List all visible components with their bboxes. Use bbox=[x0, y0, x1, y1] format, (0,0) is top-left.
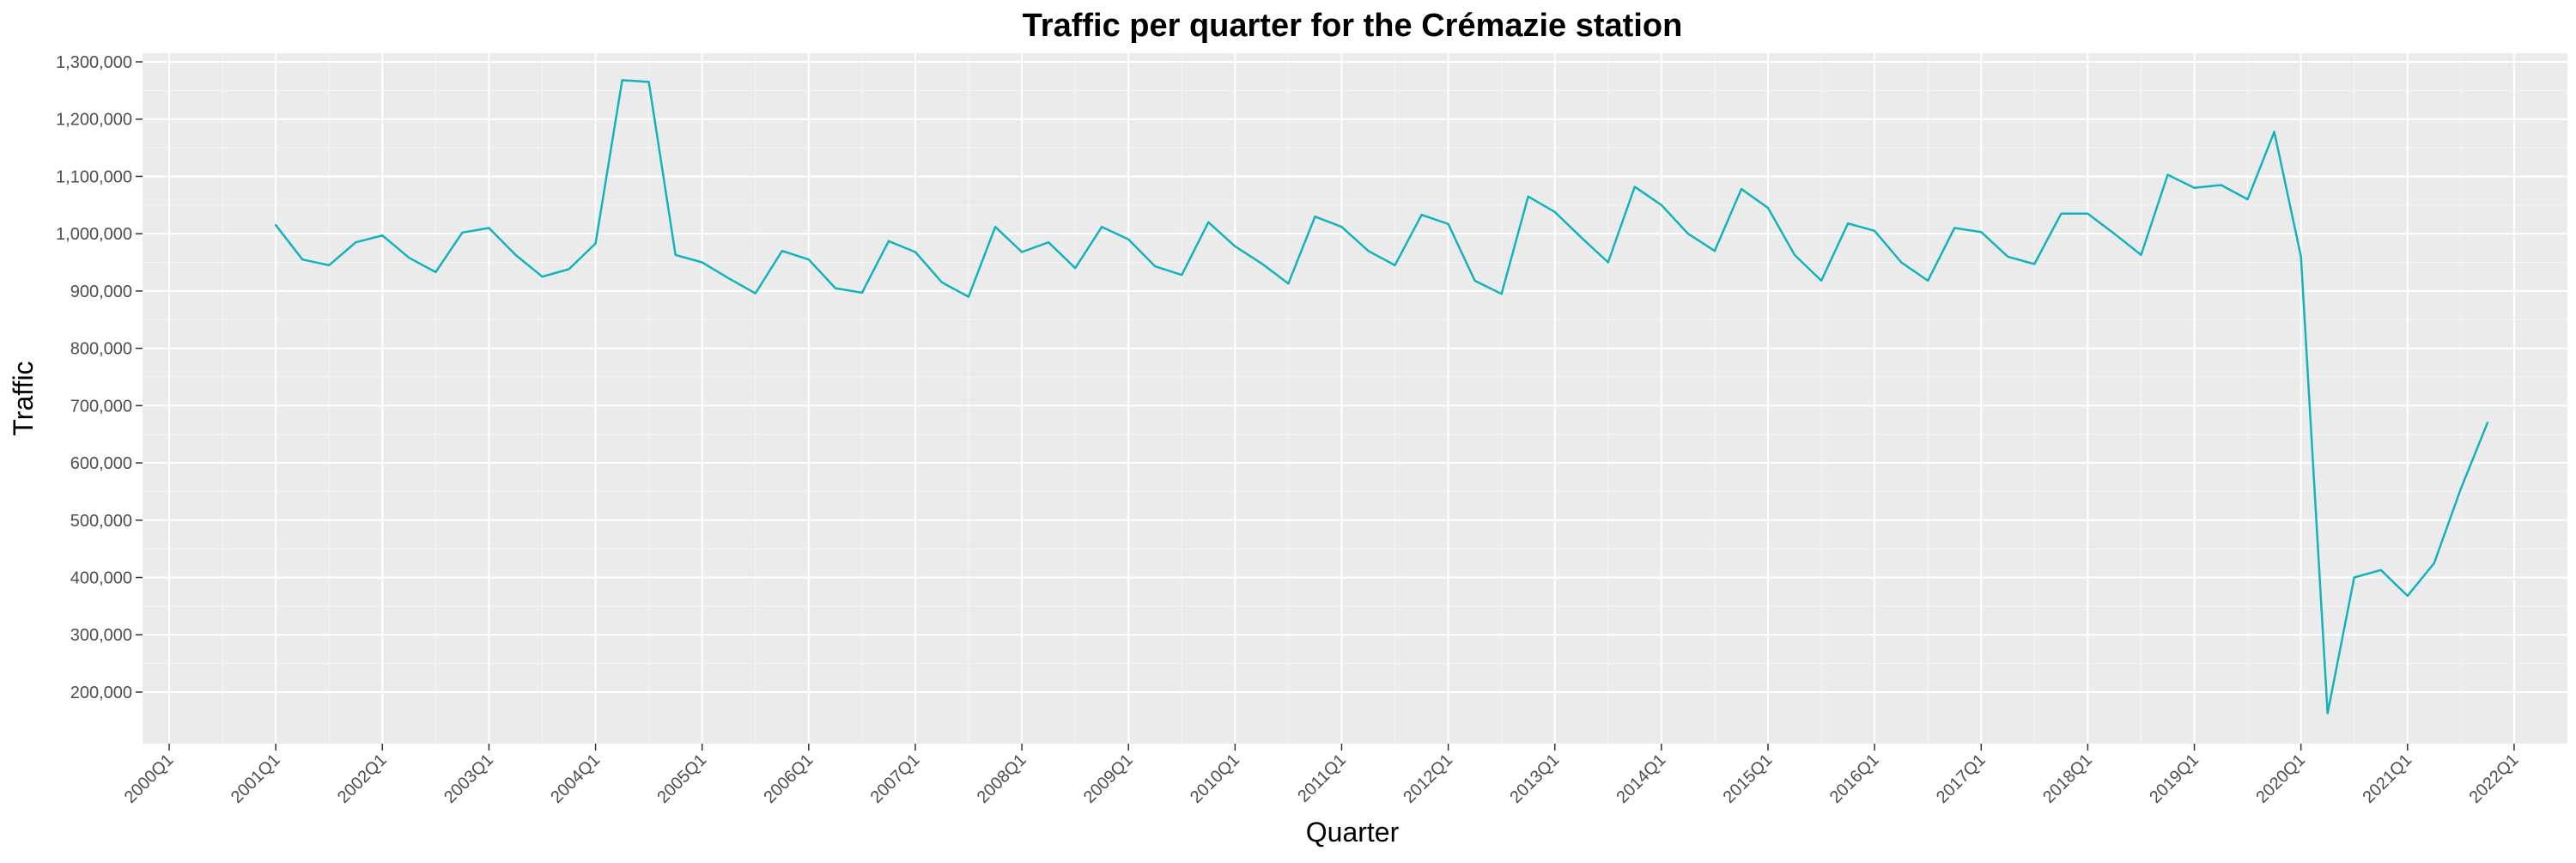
y-tick-label: 900,000 bbox=[70, 283, 132, 301]
x-tick-label: 2000Q1 bbox=[121, 751, 178, 807]
x-tick-label: 2001Q1 bbox=[228, 751, 284, 807]
traffic-series-line bbox=[274, 79, 2489, 714]
series-layer bbox=[274, 79, 2489, 714]
y-tick-label: 500,000 bbox=[70, 512, 132, 531]
y-tick-label: 800,000 bbox=[70, 340, 132, 359]
x-tick-label: 2022Q1 bbox=[2466, 751, 2523, 807]
x-tick-label: 2013Q1 bbox=[1506, 751, 1563, 807]
x-tick-label: 2020Q1 bbox=[2252, 751, 2309, 807]
x-tick-label: 2021Q1 bbox=[2359, 751, 2415, 807]
major-gridlines bbox=[143, 53, 2567, 744]
x-tick-label: 2019Q1 bbox=[2146, 751, 2202, 807]
x-tick-label: 2002Q1 bbox=[334, 751, 391, 807]
x-tick-label: 2007Q1 bbox=[867, 751, 924, 807]
y-tick-label: 1,300,000 bbox=[56, 53, 132, 72]
x-tick-label: 2004Q1 bbox=[547, 751, 604, 807]
x-tick-label: 2010Q1 bbox=[1187, 751, 1243, 807]
x-tick-label: 2003Q1 bbox=[440, 751, 497, 807]
x-tick-label: 2009Q1 bbox=[1080, 751, 1137, 807]
x-tick-label: 2006Q1 bbox=[760, 751, 817, 807]
x-tick-label: 2012Q1 bbox=[1400, 751, 1456, 807]
y-tick-label: 600,000 bbox=[70, 454, 132, 473]
x-tick-label: 2015Q1 bbox=[1720, 751, 1777, 807]
y-tick-label: 1,000,000 bbox=[56, 225, 132, 244]
y-tick-label: 400,000 bbox=[70, 569, 132, 588]
x-tick-label: 2011Q1 bbox=[1294, 751, 1350, 806]
y-tick-label: 1,200,000 bbox=[56, 111, 132, 130]
y-axis-title: Traffic bbox=[8, 361, 39, 435]
x-tick-label: 2014Q1 bbox=[1613, 751, 1670, 807]
y-tick-label: 1,100,000 bbox=[56, 167, 132, 186]
minor-gridlines bbox=[143, 53, 2567, 744]
y-tick-labels: 200,000 300,000 400,000 500,000 600,000 700,0… bbox=[56, 53, 132, 702]
x-axis-title: Quarter bbox=[1306, 817, 1400, 848]
y-tick-label: 700,000 bbox=[70, 397, 132, 416]
plot-panel bbox=[143, 53, 2567, 744]
x-tick-labels: 2000Q1 2001Q1 2002Q1 2003Q1 2004Q1 2005Q1 2006… bbox=[121, 751, 2523, 807]
chart-title: Traffic per quarter for the Crémazie sta… bbox=[1023, 8, 1683, 44]
y-tick-label: 200,000 bbox=[70, 684, 132, 702]
y-tick-label: 300,000 bbox=[70, 626, 132, 645]
x-tick-label: 2008Q1 bbox=[974, 751, 1030, 807]
x-tick-label: 2016Q1 bbox=[1826, 751, 1883, 807]
x-tick-label: 2018Q1 bbox=[2039, 751, 2096, 807]
x-tick-label: 2005Q1 bbox=[653, 751, 710, 807]
x-tick-label: 2017Q1 bbox=[1933, 751, 1990, 807]
axis-ticks bbox=[136, 61, 2515, 751]
